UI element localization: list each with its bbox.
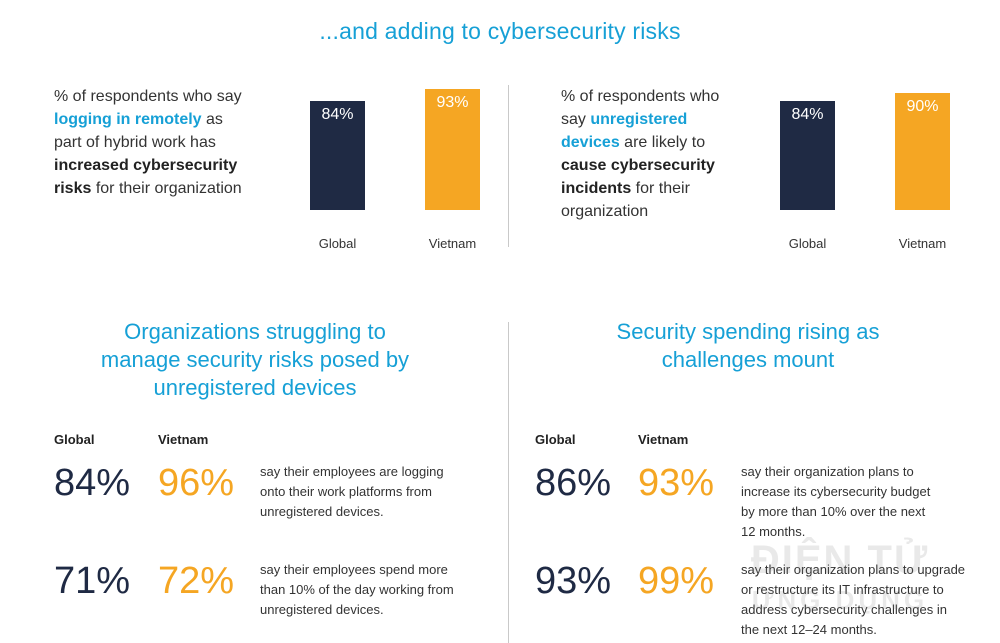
chart1-description: % of respondents who say logging in remo… [54, 85, 254, 200]
stat-text-line: address cybersecurity challenges in [741, 602, 947, 617]
stat-text-line: by more than 10% over the next [741, 504, 926, 519]
section1-row1-global-value: 84% [54, 462, 131, 504]
section1-title: Organizations struggling to manage secur… [50, 318, 460, 402]
bar-global [310, 100, 365, 210]
bar-vietnam [895, 93, 950, 210]
section2-title-line: Security spending rising as [616, 319, 880, 344]
stat-text-line: say their organization plans to [741, 464, 914, 479]
section2-row2-text: say their organization plans to upgrade … [741, 560, 996, 640]
stat-text-line: unregistered devices. [260, 602, 384, 617]
description-part: increased cybersecurity risks [54, 157, 238, 197]
watermark-line: ỨNG DỤNG [751, 585, 929, 615]
section2-row2-global-value: 93% [535, 560, 612, 602]
stat-text-line: the next 12–24 months. [741, 622, 877, 637]
stat-text-line: or restructure its IT infrastructure to [741, 582, 944, 597]
stat-text-line: increase its cybersecurity budget [741, 484, 931, 499]
description-part: % of respondents who say [561, 88, 720, 128]
chart2-description: % of respondents who say unregistered de… [561, 85, 746, 223]
section2-row1-global-value: 86% [535, 462, 612, 504]
description-part: as part of hybrid work has [54, 111, 223, 151]
chart2-area: 84% Global 90% Vietnam [760, 90, 970, 255]
description-part: for their organization [91, 180, 242, 197]
page-title: ...and adding to cybersecurity risks [319, 18, 681, 44]
category-label: Vietnam [428, 236, 477, 251]
section1-row2-vietnam-value: 72% [158, 560, 235, 602]
bar-value-label: 93% [436, 94, 469, 112]
bar-value-label: 84% [791, 105, 824, 123]
stat-text-line: than 10% of the day working from [260, 582, 454, 597]
watermark-line: ĐIỆN TỬ [750, 538, 930, 582]
category-label: Global [318, 236, 357, 251]
bar-global [780, 100, 835, 210]
bar-vietnam [425, 89, 480, 210]
section2-col-global: Global [535, 432, 576, 447]
section1-title-line: Organizations struggling to [124, 319, 386, 344]
top-divider [508, 85, 509, 247]
section2-title-line: challenges mount [661, 347, 835, 372]
section2-row2-vietnam-value: 99% [638, 560, 715, 602]
stat-text-line: onto their work platforms from [260, 484, 432, 499]
stat-text-line: say their employees are logging [260, 464, 444, 479]
stat-text-line: say their employees spend more [260, 562, 448, 577]
watermark-logo: ĐIỆN TỬ ỨNG DỤNG [690, 540, 990, 620]
bottom-divider [508, 322, 509, 643]
description-part: logging in remotely [54, 111, 202, 128]
description-part: for their organization [561, 180, 690, 220]
section2-row1-text: say their organization plans to increase… [741, 462, 991, 542]
section2-title: Security spending rising as challenges m… [548, 318, 948, 374]
description-part: % of respondents who say [54, 88, 242, 105]
stat-text-line: unregistered devices. [260, 504, 384, 519]
section2-row1-vietnam-value: 93% [638, 462, 715, 504]
description-part: unregistered devices [561, 111, 688, 151]
stat-text-line: say their organization plans to upgrade [741, 562, 966, 577]
stat-text-line: 12 months. [741, 524, 806, 539]
description-part: are likely to [619, 134, 706, 151]
section1-row1-vietnam-value: 96% [158, 462, 235, 504]
section1-title-line: manage security risks posed by [100, 347, 410, 372]
section1-col-global: Global [54, 432, 95, 447]
section1-row1-text: say their employees are logging onto the… [260, 462, 500, 522]
chart1-area: 84% Global 93% Vietnam [290, 89, 500, 255]
section1-row2-global-value: 71% [54, 560, 131, 602]
bar-value-label: 90% [906, 98, 939, 115]
bar-value-label: 84% [321, 105, 354, 123]
category-label: Vietnam [898, 236, 947, 251]
description-part: cause cybersecurity incidents [561, 157, 715, 197]
section2-col-vietnam: Vietnam [638, 432, 689, 447]
section1-row2-text: say their employees spend more than 10% … [260, 560, 500, 620]
section1-title-line: unregistered devices [153, 375, 357, 400]
category-label: Global [788, 236, 827, 251]
section1-col-vietnam: Vietnam [158, 432, 209, 447]
